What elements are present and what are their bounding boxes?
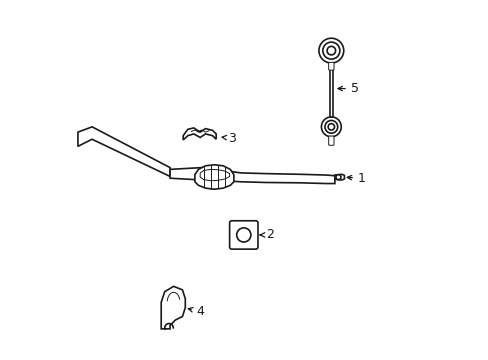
Circle shape: [322, 42, 339, 59]
Polygon shape: [334, 174, 344, 180]
FancyBboxPatch shape: [329, 61, 332, 117]
Circle shape: [318, 38, 343, 63]
Text: 4: 4: [188, 305, 204, 318]
Circle shape: [327, 123, 334, 130]
Circle shape: [335, 175, 340, 180]
Text: 5: 5: [337, 82, 358, 95]
Polygon shape: [183, 128, 216, 140]
Polygon shape: [161, 286, 185, 329]
Circle shape: [236, 228, 250, 242]
Polygon shape: [78, 127, 170, 176]
FancyBboxPatch shape: [229, 221, 258, 249]
Circle shape: [321, 117, 341, 137]
Circle shape: [325, 121, 337, 133]
Polygon shape: [170, 168, 334, 184]
FancyBboxPatch shape: [328, 136, 333, 145]
Text: 1: 1: [346, 172, 365, 185]
Polygon shape: [195, 165, 233, 189]
FancyBboxPatch shape: [328, 62, 333, 70]
Text: 3: 3: [222, 132, 236, 145]
Polygon shape: [200, 169, 229, 181]
Circle shape: [326, 46, 335, 55]
Text: 2: 2: [260, 229, 273, 242]
